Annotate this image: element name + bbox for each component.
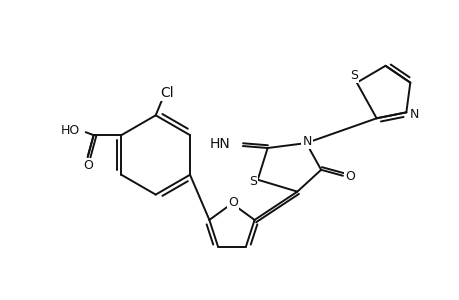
Text: HO: HO — [61, 124, 79, 137]
Text: N: N — [302, 135, 311, 148]
Text: O: O — [344, 170, 354, 183]
Text: HN: HN — [209, 137, 230, 151]
Text: N: N — [409, 108, 418, 121]
Text: S: S — [349, 69, 357, 82]
Text: O: O — [83, 159, 92, 172]
Text: Cl: Cl — [159, 85, 173, 100]
Text: O: O — [228, 196, 237, 209]
Text: S: S — [248, 175, 256, 188]
